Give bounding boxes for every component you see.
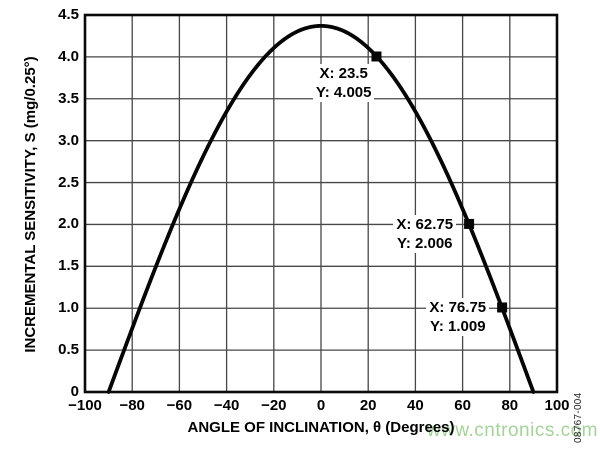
datatip-line: X: 62.75	[396, 215, 454, 233]
figure-number-label: 08767-004	[573, 392, 584, 443]
y-tick-label: 0.5	[58, 341, 79, 358]
datatip-line: X: 76.75	[429, 299, 487, 317]
x-axis-label: ANGLE OF INCLINATION, θ (Degrees)	[187, 419, 455, 436]
x-tick-label: 80	[501, 397, 519, 414]
y-tick-label: 0	[70, 383, 79, 400]
x-tick-label: −80	[119, 397, 145, 414]
datatip-line: X: 23.5	[319, 65, 368, 83]
datatip-annotation: X: 23.5 Y: 4.005	[312, 64, 375, 103]
y-axis-label: INCREMENTAL SENSITIVITY, S (mg/0.25°)	[22, 56, 39, 353]
y-tick-label: 2.5	[58, 174, 79, 191]
datatip-annotation: X: 62.75 Y: 2.006	[393, 214, 457, 253]
y-tick-label: 3.5	[58, 90, 79, 107]
x-tick-label: −20	[261, 397, 287, 414]
y-tick-label: 1.5	[58, 257, 79, 274]
data-point-marker	[497, 302, 508, 313]
datatip-line: Y: 2.006	[396, 234, 453, 252]
x-tick-label: 0	[316, 397, 326, 414]
datatip-line: Y: 4.005	[315, 84, 372, 102]
x-tick-label: 100	[544, 397, 570, 414]
x-tick-label: −100	[68, 397, 102, 414]
data-point-marker	[464, 218, 475, 229]
data-point-markers	[371, 51, 508, 313]
data-point-marker	[371, 51, 382, 62]
plot-border	[83, 13, 559, 394]
y-tick-label: 1.0	[58, 299, 79, 316]
y-tick-label: 4.5	[58, 6, 79, 23]
sensitivity-curve	[106, 23, 536, 394]
x-tick-label: 20	[359, 397, 377, 414]
datatip-annotation: X: 76.75 Y: 1.009	[426, 298, 490, 337]
y-tick-label: 3.0	[58, 132, 79, 149]
watermark-text: www.cntronics.com	[426, 420, 598, 441]
datatip-line: Y: 1.009	[429, 318, 486, 336]
x-tick-label: 60	[454, 397, 471, 414]
x-tick-label: 40	[407, 397, 424, 414]
y-tick-label: 2.0	[58, 215, 79, 232]
y-tick-label: 4.0	[58, 48, 79, 65]
x-tick-label: −60	[166, 397, 193, 414]
x-tick-label: −40	[213, 397, 240, 414]
